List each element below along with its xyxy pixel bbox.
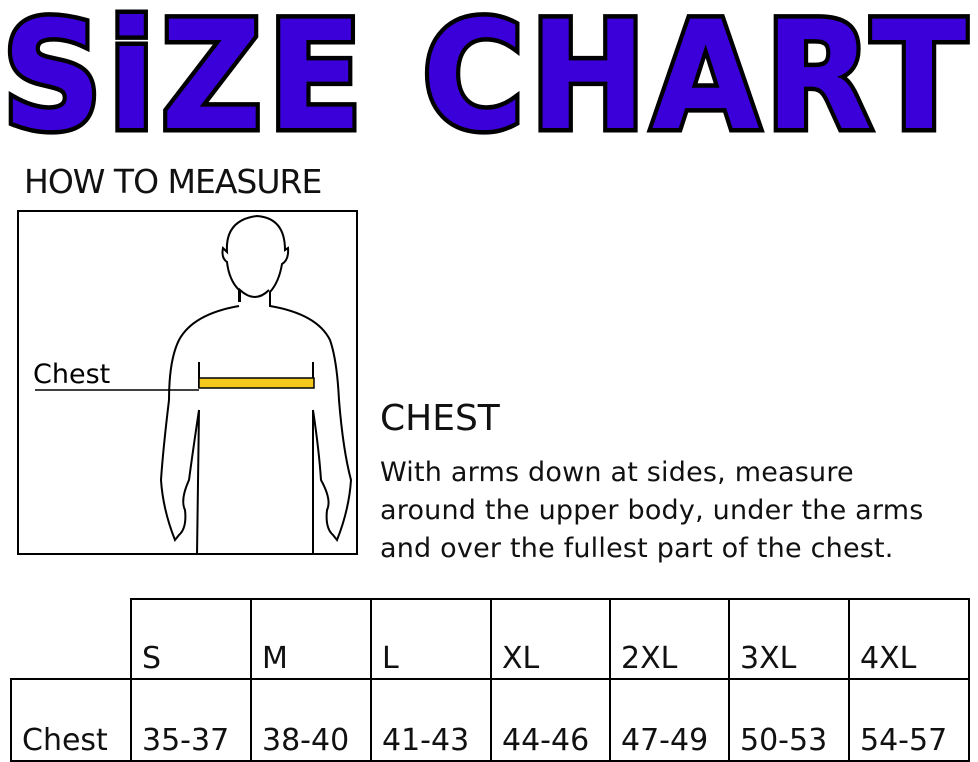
instruction-line: and over the fullest part of the chest.: [380, 533, 894, 564]
table-cell: 50-53: [728, 678, 850, 762]
row-label: Chest: [10, 678, 132, 762]
table-cell: 44-46: [490, 678, 611, 762]
instruction-line: With arms down at sides, measure: [380, 457, 854, 488]
size-header: S: [130, 598, 252, 680]
svg-text:SiZE CHART: SiZE CHART: [2, 0, 972, 150]
size-chart-title: SiZE CHART: [0, 0, 972, 150]
chest-figure-label: Chest: [33, 359, 110, 390]
size-table: S M L XL 2XL 3XL 4XL Chest 35-37 38-40 4…: [10, 598, 970, 762]
table-cell: 38-40: [250, 678, 372, 762]
table-cell: 54-57: [848, 678, 970, 762]
table-cell: 47-49: [609, 678, 730, 762]
size-header: 3XL: [728, 598, 850, 680]
table-cell: 41-43: [370, 678, 492, 762]
size-header: M: [250, 598, 372, 680]
table-row: Chest 35-37 38-40 41-43 44-46 47-49 50-5…: [10, 678, 970, 762]
head-outline: [221, 214, 353, 555]
size-header: 4XL: [848, 598, 970, 680]
body-measure-figure: Chest: [17, 210, 358, 555]
measuring-tape: [198, 377, 315, 389]
size-header-row: S M L XL 2XL 3XL 4XL: [11, 598, 970, 680]
size-header: L: [370, 598, 492, 680]
chest-heading: CHEST: [380, 398, 500, 439]
size-header: 2XL: [609, 598, 730, 680]
chest-instructions: With arms down at sides, measure around …: [380, 454, 978, 568]
size-header: XL: [490, 598, 611, 680]
instruction-line: around the upper body, under the arms: [380, 495, 924, 526]
how-to-measure-heading: HOW TO MEASURE: [24, 162, 322, 201]
table-cell: 35-37: [130, 678, 252, 762]
